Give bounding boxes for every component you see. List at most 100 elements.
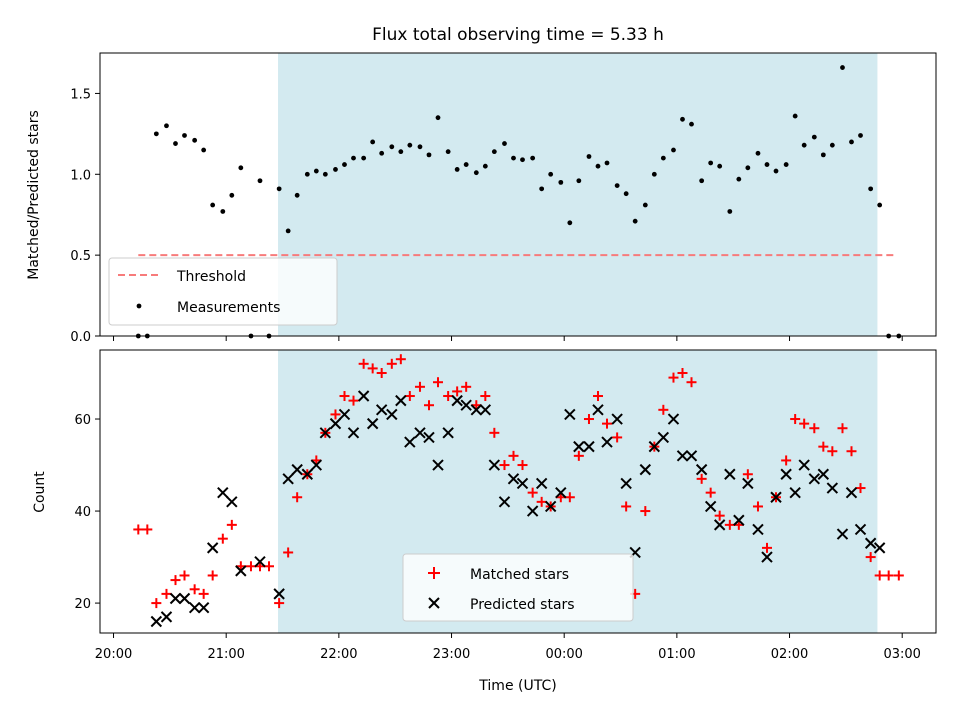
matched-star-point	[367, 363, 378, 374]
predicted-star-point	[564, 408, 576, 421]
predicted-star-point	[526, 505, 539, 517]
matched-star-point	[274, 598, 285, 609]
predicted-star-point	[479, 404, 492, 416]
matched-star-point	[602, 418, 613, 429]
matched-star-point	[170, 575, 181, 586]
predicted-star-point	[282, 473, 294, 485]
predicted-star-point	[319, 427, 332, 439]
predicted-star-point	[347, 427, 360, 439]
top-legend: Threshold Measurements	[108, 257, 338, 326]
matched-star-point	[781, 455, 792, 466]
matched-star-point	[818, 441, 829, 452]
measurement-point	[370, 139, 376, 145]
matched-star-point	[612, 432, 623, 443]
predicted-star-point	[375, 404, 388, 416]
legend-matched-label: Matched stars	[470, 567, 569, 583]
bottom-legend-box	[402, 553, 634, 622]
legend-threshold-label: Threshold	[176, 269, 246, 285]
measurement-point	[491, 149, 497, 155]
predicted-star-point	[301, 468, 314, 480]
predicted-star-point	[291, 463, 303, 476]
matched-star-point	[245, 561, 256, 572]
matched-star-point	[761, 542, 772, 553]
predicted-star-point	[273, 588, 285, 600]
measurement-point	[379, 150, 385, 156]
measurement-point	[192, 137, 198, 143]
predicted-star-point	[845, 486, 858, 499]
predicted-star-point	[583, 440, 595, 453]
measurement-point	[530, 155, 536, 161]
matched-star-point	[443, 391, 454, 402]
matched-star-point	[404, 391, 415, 402]
matched-star-point	[658, 404, 669, 415]
measurement-point	[586, 154, 592, 159]
legend-measurements-label: Measurements	[177, 300, 280, 316]
measurement-point	[727, 209, 733, 214]
matched-star-point	[480, 391, 491, 402]
measurement-point	[463, 162, 469, 167]
measurement-point	[322, 171, 328, 177]
predicted-star-point	[752, 523, 764, 536]
top-ytick-label: 0.5	[70, 249, 91, 264]
top-observing-window-shade	[278, 53, 878, 336]
predicted-star-point	[611, 413, 623, 425]
matched-star-point	[536, 496, 547, 507]
measurement-point	[502, 141, 507, 146]
matched-star-point	[724, 519, 735, 530]
predicted-star-point	[357, 390, 370, 402]
bottom-xtick-label: 22:00	[320, 647, 357, 662]
predicted-star-point	[197, 601, 210, 614]
predicted-star-point	[507, 473, 520, 485]
bottom-xtick-label: 01:00	[658, 647, 695, 662]
matched-star-point	[677, 368, 688, 379]
matched-star-point	[133, 524, 144, 535]
bottom-panel: 20 40 60 20:00 21:00 22:00 23:00 00:00 01:00 02:…	[32, 349, 937, 694]
predicted-star-point	[498, 496, 511, 508]
matched-star-point	[358, 358, 369, 369]
measurement-point	[398, 149, 404, 155]
measurement-point	[435, 115, 441, 121]
measurement-point	[699, 178, 705, 184]
predicted-star-point	[789, 486, 801, 499]
measurement-point	[201, 147, 207, 153]
measurement-point	[182, 133, 187, 138]
predicted-star-point	[657, 431, 670, 444]
matched-star-point	[583, 414, 594, 425]
measurement-point	[558, 179, 564, 185]
measurement-point	[614, 183, 620, 189]
predicted-star-point	[798, 459, 810, 471]
matched-star-point	[527, 487, 538, 498]
matched-star-point	[461, 381, 472, 392]
predicted-star-point	[544, 500, 557, 513]
predicted-star-point	[169, 592, 182, 605]
predicted-star-point	[366, 417, 379, 430]
predicted-star-point	[395, 394, 407, 407]
predicted-star-point	[667, 413, 680, 425]
predicted-star-point	[854, 523, 867, 536]
predicted-star-point	[488, 459, 501, 471]
bottom-xtick-label: 23:00	[433, 647, 470, 662]
measurement-point	[304, 171, 310, 177]
measurement-point	[294, 192, 300, 198]
predicted-star-point	[770, 491, 782, 503]
measurement-point	[210, 202, 216, 208]
top-panel: Flux total observing time = 5.33 h 0.00.…	[26, 25, 937, 345]
matched-star-point	[790, 414, 801, 425]
measurement-point	[548, 171, 554, 177]
predicted-star-point	[386, 408, 398, 421]
measurement-point	[849, 139, 854, 145]
matched-star-point	[151, 598, 162, 609]
measurement-point	[164, 123, 169, 129]
measurement-point	[642, 202, 648, 208]
matched-star-point	[874, 570, 885, 581]
matched-star-point	[395, 354, 406, 365]
measurement-point	[801, 142, 807, 148]
measurement-point	[764, 162, 770, 167]
measurement-point	[482, 163, 488, 169]
measurement-point	[539, 186, 545, 192]
matched-star-point	[330, 409, 341, 420]
bottom-x-axis-label: Time (UTC)	[478, 678, 556, 694]
measurement-point	[829, 142, 835, 148]
measurement-point	[520, 157, 525, 163]
measurement-point	[717, 163, 723, 169]
